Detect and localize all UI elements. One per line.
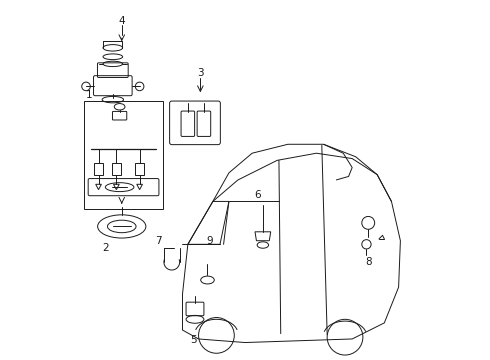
Bar xyxy=(112,163,121,175)
Text: 2: 2 xyxy=(102,243,109,252)
Text: 3: 3 xyxy=(197,68,204,78)
Bar xyxy=(84,102,163,208)
Text: 5: 5 xyxy=(190,336,196,345)
Text: 8: 8 xyxy=(365,257,371,267)
Text: 1: 1 xyxy=(86,90,93,100)
Text: 4: 4 xyxy=(119,16,125,26)
Text: 7: 7 xyxy=(155,236,162,246)
Bar xyxy=(135,163,144,175)
Bar xyxy=(94,163,103,175)
Text: 6: 6 xyxy=(254,190,261,200)
Text: 9: 9 xyxy=(206,236,213,246)
